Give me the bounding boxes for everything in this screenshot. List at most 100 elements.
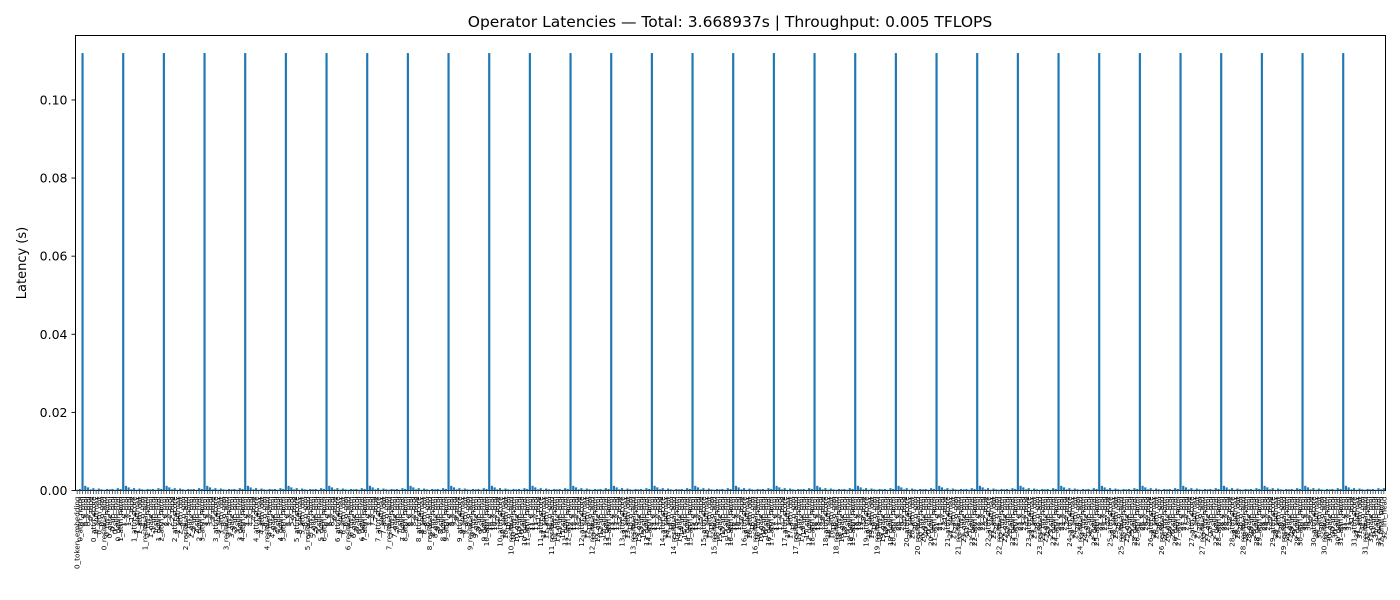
bar (195, 489, 198, 491)
x-tick-label: 19_silu_mul (883, 497, 892, 539)
bar (1247, 489, 1250, 491)
x-tick-label: 0_rope (86, 496, 95, 521)
x-tick-label: 1_down_proj (154, 497, 163, 542)
x-tick-label: 7_softmax (376, 496, 385, 534)
x-tick-label: 29_silu_mul (1290, 497, 1299, 539)
bar (436, 488, 439, 491)
x-tick-label: 5_silu_mul (314, 496, 323, 534)
x-tick-label: 1_silu_mul (151, 496, 160, 534)
x-tick-label: 23_down_proj (1049, 497, 1058, 546)
bar (1369, 489, 1372, 491)
bar (471, 488, 475, 491)
x-tick-label: 9_rope (452, 496, 461, 521)
bar (528, 53, 531, 491)
bar (1347, 487, 1350, 491)
x-tick-label: 8_q_proj (403, 496, 412, 526)
x-tick-label: 20_ffn_norm (916, 497, 925, 542)
x-tick-label: 16_down_proj (764, 497, 773, 546)
bar (108, 489, 111, 491)
bar (1133, 488, 1136, 491)
bar (455, 489, 458, 491)
x-tick-label: 13_o_proj (626, 496, 635, 530)
bar (333, 489, 336, 491)
bar (1209, 488, 1212, 491)
bar (1089, 489, 1093, 491)
bar (181, 489, 184, 491)
bar (656, 487, 659, 491)
bar (412, 487, 415, 491)
bar (238, 488, 241, 491)
bar (1298, 488, 1301, 491)
bar (360, 488, 363, 491)
bar (658, 489, 662, 491)
bar (390, 488, 393, 491)
x-tick-label: 5_attn_out (298, 496, 307, 534)
bar (504, 488, 507, 491)
bar (986, 488, 990, 491)
x-tick-label: 10_gate_proj (512, 496, 521, 542)
x-tick-label: 12_gate_proj (593, 496, 602, 542)
x-tick-label: 10_attn_out (501, 496, 510, 539)
bar (1195, 488, 1198, 491)
x-tick-label: 18_softmax (824, 496, 833, 539)
bar (751, 489, 754, 491)
x-tick-label: 28_silu_mul (1249, 497, 1258, 539)
x-tick-label: 15_attn_score (699, 496, 708, 547)
x-tick-label: 19_residual_add (872, 497, 881, 555)
bar (507, 489, 510, 491)
bar (1160, 489, 1163, 491)
x-tick-label: 22_q_proj (973, 497, 982, 532)
bar (466, 489, 469, 491)
bar (791, 489, 794, 491)
bar (995, 489, 998, 491)
x-tick-label: 27_attn_norm (1173, 497, 1182, 547)
bar (119, 488, 122, 491)
bar (854, 53, 857, 491)
x-tick-label: 25_ffn_norm (1119, 497, 1128, 542)
bar (634, 488, 637, 491)
x-tick-label: 4_down_proj (276, 497, 285, 542)
x-tick-label: 9_attn_out (460, 496, 469, 534)
bar (122, 53, 125, 491)
x-tick-label: 29_softmax (1271, 496, 1280, 539)
bar (596, 489, 599, 491)
x-tick-label: 26_down_proj (1171, 497, 1180, 546)
x-tick-label: 6_ffn_norm (346, 497, 355, 537)
bar (1152, 489, 1155, 491)
bar (859, 487, 862, 491)
bar (827, 489, 830, 491)
bar (512, 488, 515, 491)
x-tick-label: 14_k_proj (650, 496, 659, 530)
x-tick-label: 0_attn_score (89, 496, 98, 542)
x-tick-label: 31_k_proj (1341, 496, 1350, 530)
x-tick-label: 13_softmax (620, 496, 629, 539)
bar (767, 488, 770, 491)
bar (385, 489, 388, 491)
x-tick-label: 8_k_proj (406, 497, 415, 527)
bar (1182, 485, 1185, 491)
x-tick-label: 22_attn_norm (970, 497, 979, 547)
x-tick-label: 24_ffn_norm (1078, 497, 1087, 542)
bar (696, 487, 700, 491)
x-tick-label: 28_gate_proj (1244, 496, 1253, 542)
x-tick-label: 23_o_proj (1032, 496, 1041, 530)
x-tick-label: 29_attn_score (1268, 496, 1277, 547)
bar (463, 488, 466, 491)
x-tick-label: 12_o_proj (585, 496, 594, 530)
x-tick-label: 6_residual_add (344, 497, 353, 551)
bar (726, 488, 729, 491)
x-tick-label: 19_k_proj (853, 496, 862, 530)
bar (1274, 489, 1277, 491)
bar (623, 489, 626, 491)
x-tick-label: 16_o_proj (748, 496, 757, 530)
bar (284, 53, 287, 491)
bar (146, 488, 149, 491)
bar (864, 488, 868, 491)
x-tick-label: 14_attn_score (658, 496, 667, 547)
bar (886, 489, 889, 491)
bar (742, 488, 746, 491)
x-tick-label: 4_attn_score (252, 496, 261, 542)
bar (1320, 489, 1323, 491)
x-tick-label: 24_q_proj (1054, 497, 1063, 532)
x-tick-label: 25_v_proj (1100, 497, 1109, 531)
